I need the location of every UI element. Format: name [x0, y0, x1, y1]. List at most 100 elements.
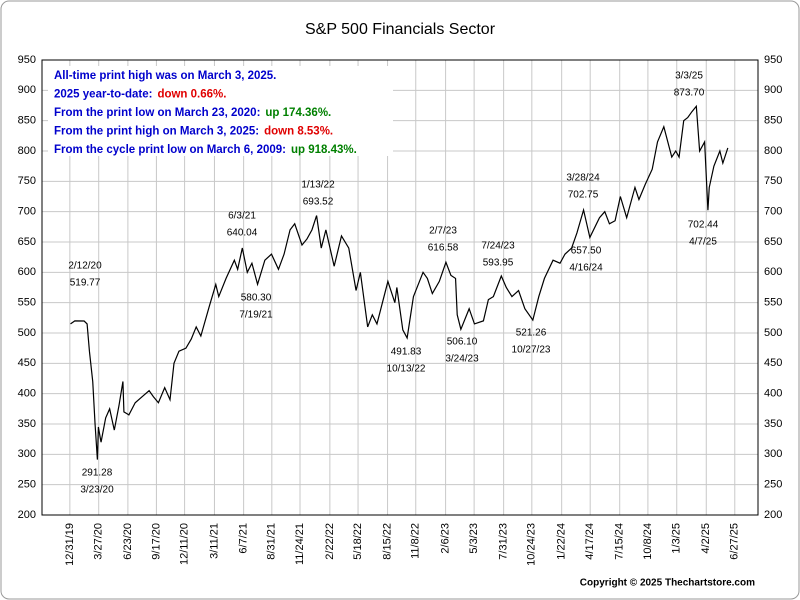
annotation-date: 4/7/25: [689, 237, 717, 248]
y-tick-label: 800: [18, 145, 36, 157]
x-tick-label: 11/24/21: [294, 523, 306, 565]
annotation-date: 3/23/20: [80, 485, 114, 496]
x-tick-label: 4/2/25: [700, 523, 712, 554]
note-line: All-time print high was on March 3, 2025…: [54, 70, 276, 82]
annotation-date: 6/3/21: [228, 211, 256, 222]
y2-tick-label: 200: [764, 509, 782, 521]
y2-tick-label: 700: [764, 206, 782, 218]
x-tick-label: 9/17/20: [150, 523, 162, 560]
y-tick-label: 400: [18, 388, 36, 400]
annotation-value: 702.75: [568, 190, 599, 201]
annotation-value: 491.83: [391, 347, 422, 358]
y2-tick-label: 450: [764, 357, 782, 369]
annotation-date: 3/24/23: [445, 354, 479, 365]
y-tick-label: 550: [18, 297, 36, 309]
note-line: From the print low on March 23, 2020: up …: [54, 107, 331, 119]
annotation-date: 10/13/22: [387, 364, 426, 375]
y-tick-label: 200: [18, 509, 36, 521]
annotation-date: 10/27/23: [512, 345, 551, 356]
annotation-value: 657.50: [571, 246, 602, 257]
x-tick-label: 2/6/23: [440, 523, 452, 554]
note-line: From the cycle print low on March 6, 200…: [54, 144, 357, 156]
x-tick-label: 6/23/20: [122, 523, 134, 560]
y2-tick-label: 950: [764, 54, 782, 66]
x-tick-label: 8/31/21: [266, 523, 278, 560]
y2-tick-label: 400: [764, 388, 782, 400]
annotation-value: 580.30: [241, 293, 272, 304]
y2-tick-label: 800: [764, 145, 782, 157]
annotation-date: 7/19/21: [239, 310, 273, 321]
annotation-value: 693.52: [303, 197, 334, 208]
annotation-date: 7/24/23: [481, 241, 515, 252]
y-tick-label: 350: [18, 418, 36, 430]
y-tick-label: 500: [18, 327, 36, 339]
annotation-value: 873.70: [674, 88, 705, 99]
y-tick-label: 700: [18, 206, 36, 218]
x-tick-label: 11/8/22: [410, 523, 422, 559]
annotation-value: 519.77: [70, 278, 101, 289]
y2-tick-label: 850: [764, 115, 782, 127]
y-tick-label: 750: [18, 175, 36, 187]
y-tick-label: 250: [18, 479, 36, 491]
annotation-value: 593.95: [483, 258, 514, 269]
annotation-date: 3/3/25: [675, 71, 703, 82]
y-tick-label: 900: [18, 84, 36, 96]
x-tick-label: 5/3/23: [468, 523, 480, 554]
annotation-value: 506.10: [447, 337, 478, 348]
x-tick-label: 12/11/20: [179, 523, 191, 565]
annotation-date: 4/16/24: [569, 263, 603, 274]
note-part: down 0.66%.: [157, 89, 226, 101]
note-part: down 8.53%.: [264, 126, 333, 138]
annotation-date: 3/28/24: [566, 173, 600, 184]
y2-tick-label: 750: [764, 175, 782, 187]
notes-bg: [48, 66, 393, 156]
x-tick-label: 2/22/22: [324, 523, 336, 560]
y-tick-label: 650: [18, 236, 36, 248]
note-part: From the cycle print low on March 6, 200…: [54, 144, 286, 156]
note-part: From the print high on March 3, 2025:: [54, 126, 259, 138]
x-tick-label: 1/3/25: [671, 523, 683, 554]
y2-tick-label: 650: [764, 236, 782, 248]
chart-title: S&P 500 Financials Sector: [305, 21, 496, 38]
x-tick-label: 5/18/22: [352, 523, 364, 560]
x-tick-label: 7/31/23: [498, 523, 510, 560]
y-tick-label: 600: [18, 266, 36, 278]
y-tick-label: 850: [18, 115, 36, 127]
annotation-value: 640.04: [227, 228, 258, 239]
annotation-value: 291.28: [82, 468, 113, 479]
annotation-date: 1/13/22: [301, 180, 335, 191]
x-tick-label: 8/15/22: [381, 523, 393, 560]
y2-tick-label: 250: [764, 479, 782, 491]
x-tick-label: 3/11/21: [208, 523, 220, 559]
y2-tick-label: 500: [764, 327, 782, 339]
annotation-value: 702.44: [688, 220, 719, 231]
note-line: 2025 year-to-date: down 0.66%.: [54, 89, 226, 101]
note-line: From the print high on March 3, 2025: dow…: [54, 126, 333, 138]
y2-tick-label: 300: [764, 448, 782, 460]
note-part: up 174.36%.: [265, 107, 331, 119]
y2-tick-label: 350: [764, 418, 782, 430]
x-tick-label: 7/15/24: [614, 523, 626, 560]
annotation-date: 2/7/23: [429, 226, 457, 237]
x-tick-label: 1/22/24: [556, 523, 568, 560]
y2-tick-label: 550: [764, 297, 782, 309]
x-tick-label: 10/8/24: [642, 523, 654, 560]
annotation-value: 521.26: [516, 328, 547, 339]
x-tick-label: 6/7/21: [238, 523, 250, 554]
annotation-date: 2/12/20: [68, 261, 102, 272]
y-tick-label: 450: [18, 357, 36, 369]
x-tick-label: 10/24/23: [526, 523, 538, 566]
annotation-value: 616.58: [428, 243, 459, 254]
x-tick-label: 4/17/24: [584, 523, 596, 560]
y2-tick-label: 600: [764, 266, 782, 278]
y-tick-label: 300: [18, 448, 36, 460]
plot-area: [41, 59, 759, 516]
x-tick-label: 12/31/19: [64, 523, 76, 566]
y2-tick-label: 900: [764, 84, 782, 96]
price-line: [70, 104, 729, 460]
copyright: Copyright © 2025 Thechartstore.com: [580, 578, 755, 589]
y-tick-label: 950: [18, 54, 36, 66]
x-tick-label: 3/27/20: [93, 523, 105, 560]
